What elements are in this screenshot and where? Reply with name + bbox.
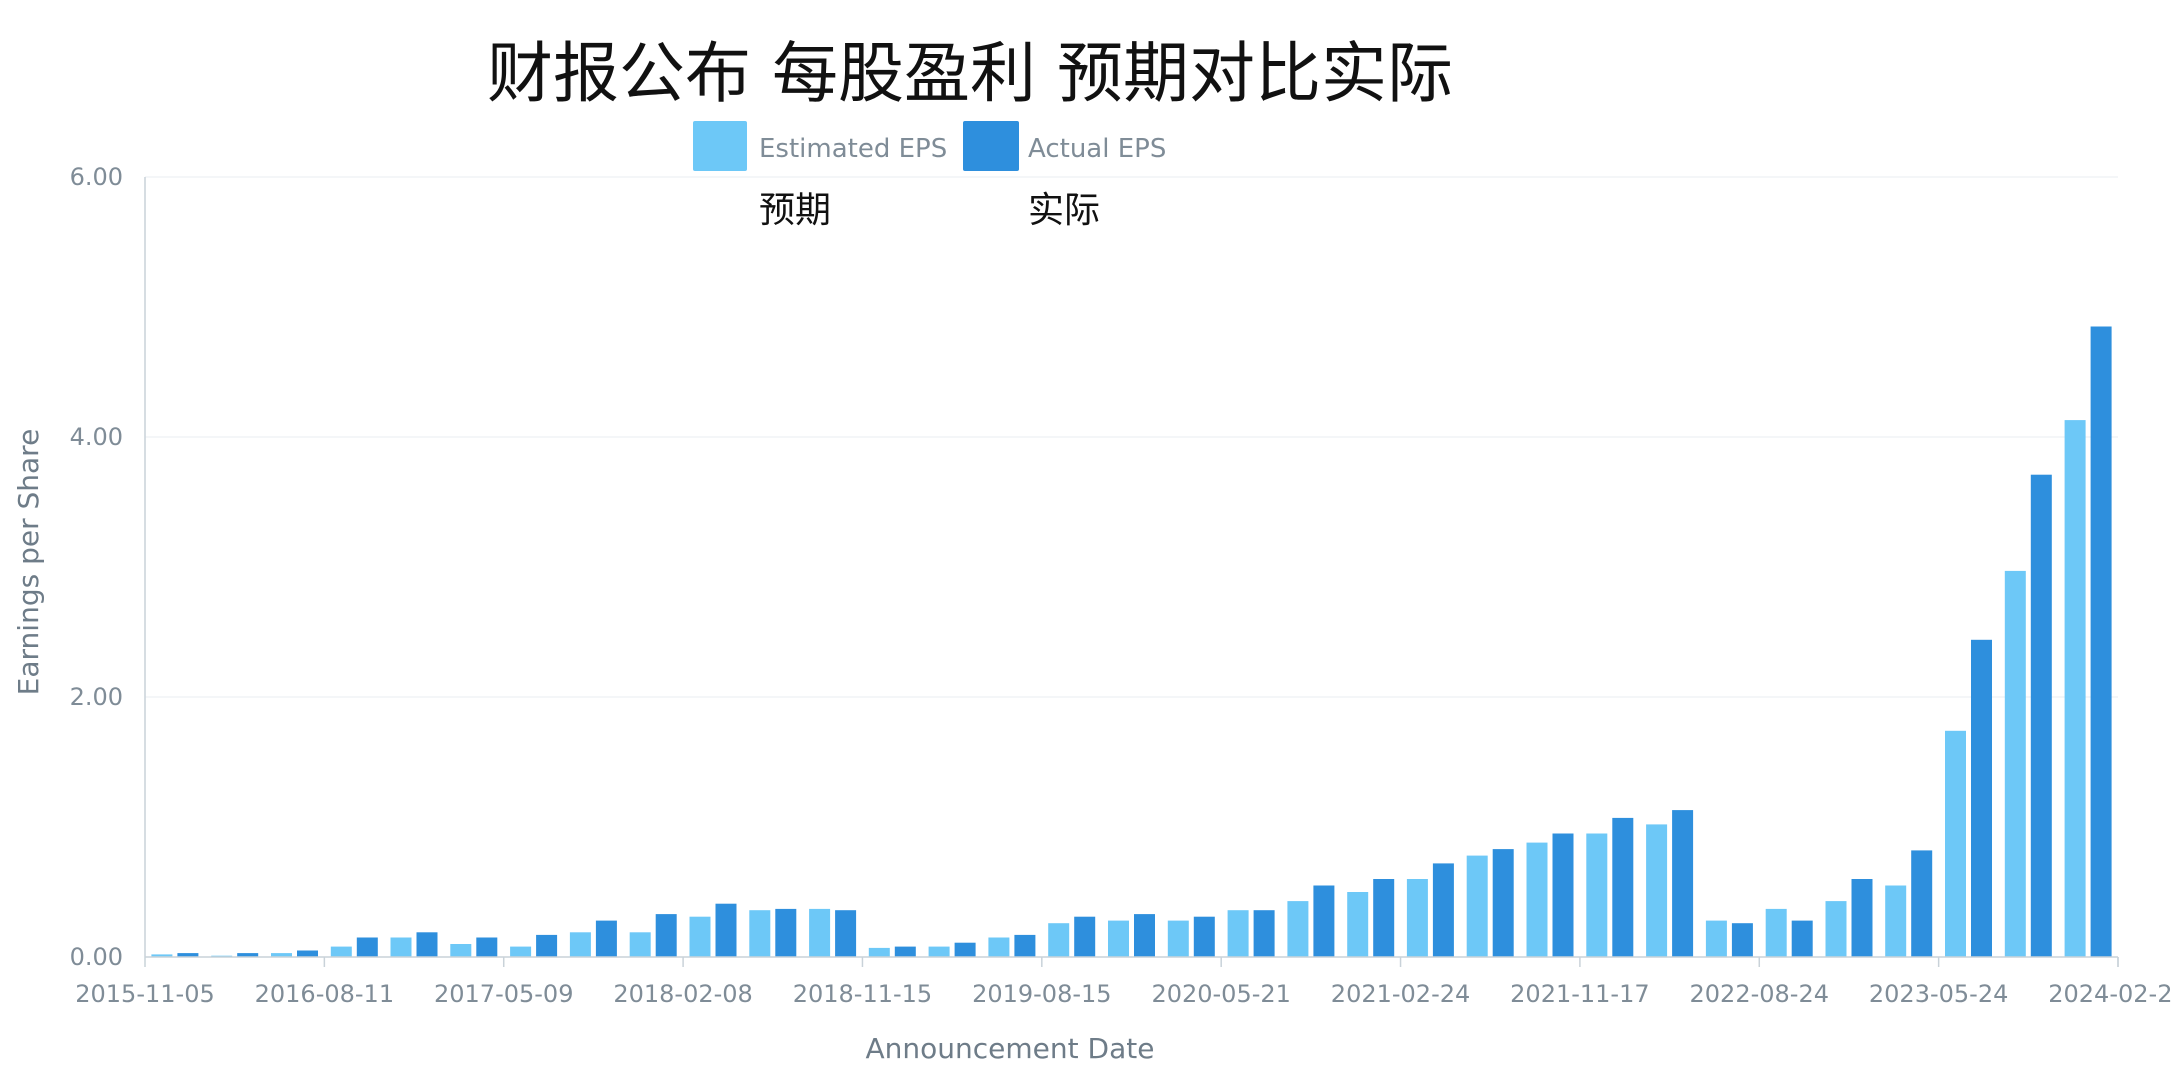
x-axis-title: Announcement Date (866, 1032, 1155, 1065)
bar-actual[interactable] (1731, 923, 1753, 957)
bar-estimated[interactable] (151, 954, 173, 957)
bar-estimated[interactable] (1646, 824, 1668, 957)
bar-estimated[interactable] (450, 944, 472, 957)
bar-estimated[interactable] (749, 910, 771, 957)
legend-swatch-estimated[interactable] (693, 121, 747, 171)
x-tick-label: 2019-08-15 (972, 980, 1111, 1008)
bar-estimated[interactable] (330, 946, 352, 957)
legend-label-actual[interactable]: Actual EPS (1028, 134, 1166, 164)
bar-actual[interactable] (237, 953, 259, 957)
bar-estimated[interactable] (2064, 420, 2086, 958)
bar-estimated[interactable] (2004, 570, 2026, 957)
x-tick-label: 2020-05-21 (1151, 980, 1290, 1008)
bar-actual[interactable] (1492, 849, 1514, 957)
bar-actual[interactable] (356, 937, 378, 958)
bar-actual[interactable] (775, 908, 797, 957)
y-axis-title: Earnings per Share (12, 429, 45, 696)
bar-estimated[interactable] (928, 946, 950, 957)
bar-estimated[interactable] (1227, 910, 1249, 957)
y-tick-label: 2.00 (70, 683, 123, 711)
bar-estimated[interactable] (1466, 855, 1488, 957)
x-tick-label: 2023-05-24 (1869, 980, 2008, 1008)
bar-actual[interactable] (1373, 879, 1395, 957)
bar-estimated[interactable] (868, 947, 890, 957)
bar-actual[interactable] (1253, 910, 1275, 957)
x-tick-label: 2017-05-09 (434, 980, 573, 1008)
bar-estimated[interactable] (510, 946, 532, 957)
bar-estimated[interactable] (1167, 920, 1189, 957)
bar-actual[interactable] (894, 946, 916, 957)
bar-estimated[interactable] (1287, 901, 1309, 957)
bar-estimated[interactable] (1586, 833, 1608, 958)
bar-actual[interactable] (177, 953, 199, 957)
bar-actual[interactable] (2030, 474, 2052, 957)
bar-actual[interactable] (1911, 850, 1933, 957)
legend-swatch-actual[interactable] (963, 121, 1019, 171)
bar-actual[interactable] (595, 920, 617, 957)
bar-actual[interactable] (835, 910, 857, 957)
bar-estimated[interactable] (1885, 885, 1907, 958)
annotation-actual: 实际 (1028, 190, 1100, 231)
x-tick-label: 2024-02-21 (2048, 980, 2171, 1008)
y-tick-label: 0.00 (70, 943, 123, 971)
bar-actual[interactable] (1313, 885, 1335, 958)
bar-estimated[interactable] (1406, 879, 1428, 957)
bar-actual[interactable] (1193, 916, 1215, 957)
y-tick-label: 6.00 (70, 163, 123, 191)
annotation-estimated: 预期 (759, 190, 831, 231)
x-tick-label: 2015-11-05 (75, 980, 214, 1008)
bar-estimated[interactable] (629, 932, 651, 957)
bar-actual[interactable] (715, 903, 737, 957)
bar-actual[interactable] (1851, 879, 1873, 957)
legend[interactable]: Estimated EPS Actual EPS (693, 121, 1166, 171)
x-tick-label: 2021-11-17 (1510, 980, 1649, 1008)
y-tick-label: 4.00 (70, 423, 123, 451)
bar-actual[interactable] (1134, 914, 1155, 957)
bar-actual[interactable] (1791, 920, 1813, 957)
bar-estimated[interactable] (1347, 892, 1369, 957)
bar-estimated[interactable] (1108, 920, 1129, 957)
bar-actual[interactable] (1432, 863, 1454, 957)
bar-estimated[interactable] (1526, 842, 1548, 957)
bar-actual[interactable] (1552, 833, 1574, 958)
bar-actual[interactable] (297, 950, 318, 958)
bar-estimated[interactable] (1825, 901, 1847, 957)
bar-actual[interactable] (416, 932, 438, 957)
x-tick-label: 2016-08-11 (255, 980, 394, 1008)
x-tick-label: 2018-11-15 (793, 980, 932, 1008)
bar-actual[interactable] (1971, 639, 1992, 957)
x-tick-label: 2022-08-24 (1690, 980, 1829, 1008)
bar-estimated[interactable] (1765, 908, 1787, 957)
gridlines (145, 176, 2118, 698)
y-axis-ticks: 0.00 2.00 4.00 6.00 (70, 163, 123, 971)
bar-actual[interactable] (1672, 810, 1694, 957)
legend-label-estimated[interactable]: Estimated EPS (759, 134, 947, 164)
bar-actual[interactable] (1014, 934, 1036, 957)
bar-estimated[interactable] (809, 908, 831, 957)
bars (151, 326, 2112, 958)
bar-actual[interactable] (954, 942, 976, 957)
x-tick-label: 2018-02-08 (613, 980, 752, 1008)
bar-actual[interactable] (476, 937, 498, 958)
bar-estimated[interactable] (390, 937, 412, 958)
bar-estimated[interactable] (1048, 923, 1070, 957)
bar-estimated[interactable] (689, 916, 711, 957)
bar-estimated[interactable] (988, 937, 1010, 958)
bar-estimated[interactable] (271, 953, 292, 957)
x-tick-label: 2021-02-24 (1331, 980, 1470, 1008)
axes (144, 177, 2118, 958)
bar-actual[interactable] (1074, 916, 1096, 957)
bar-estimated[interactable] (1945, 730, 1966, 957)
bar-actual[interactable] (1612, 817, 1634, 957)
bar-estimated[interactable] (1705, 920, 1727, 957)
bar-actual[interactable] (655, 914, 677, 957)
x-axis-ticks: 2015-11-05 2016-08-11 2017-05-09 2018-02-08… (75, 957, 2171, 1008)
bar-estimated[interactable] (569, 932, 591, 957)
bar-actual[interactable] (2090, 326, 2112, 958)
bar-actual[interactable] (536, 934, 558, 957)
chart-title: 财报公布 每股盈利 预期对比实际 (487, 35, 1453, 112)
